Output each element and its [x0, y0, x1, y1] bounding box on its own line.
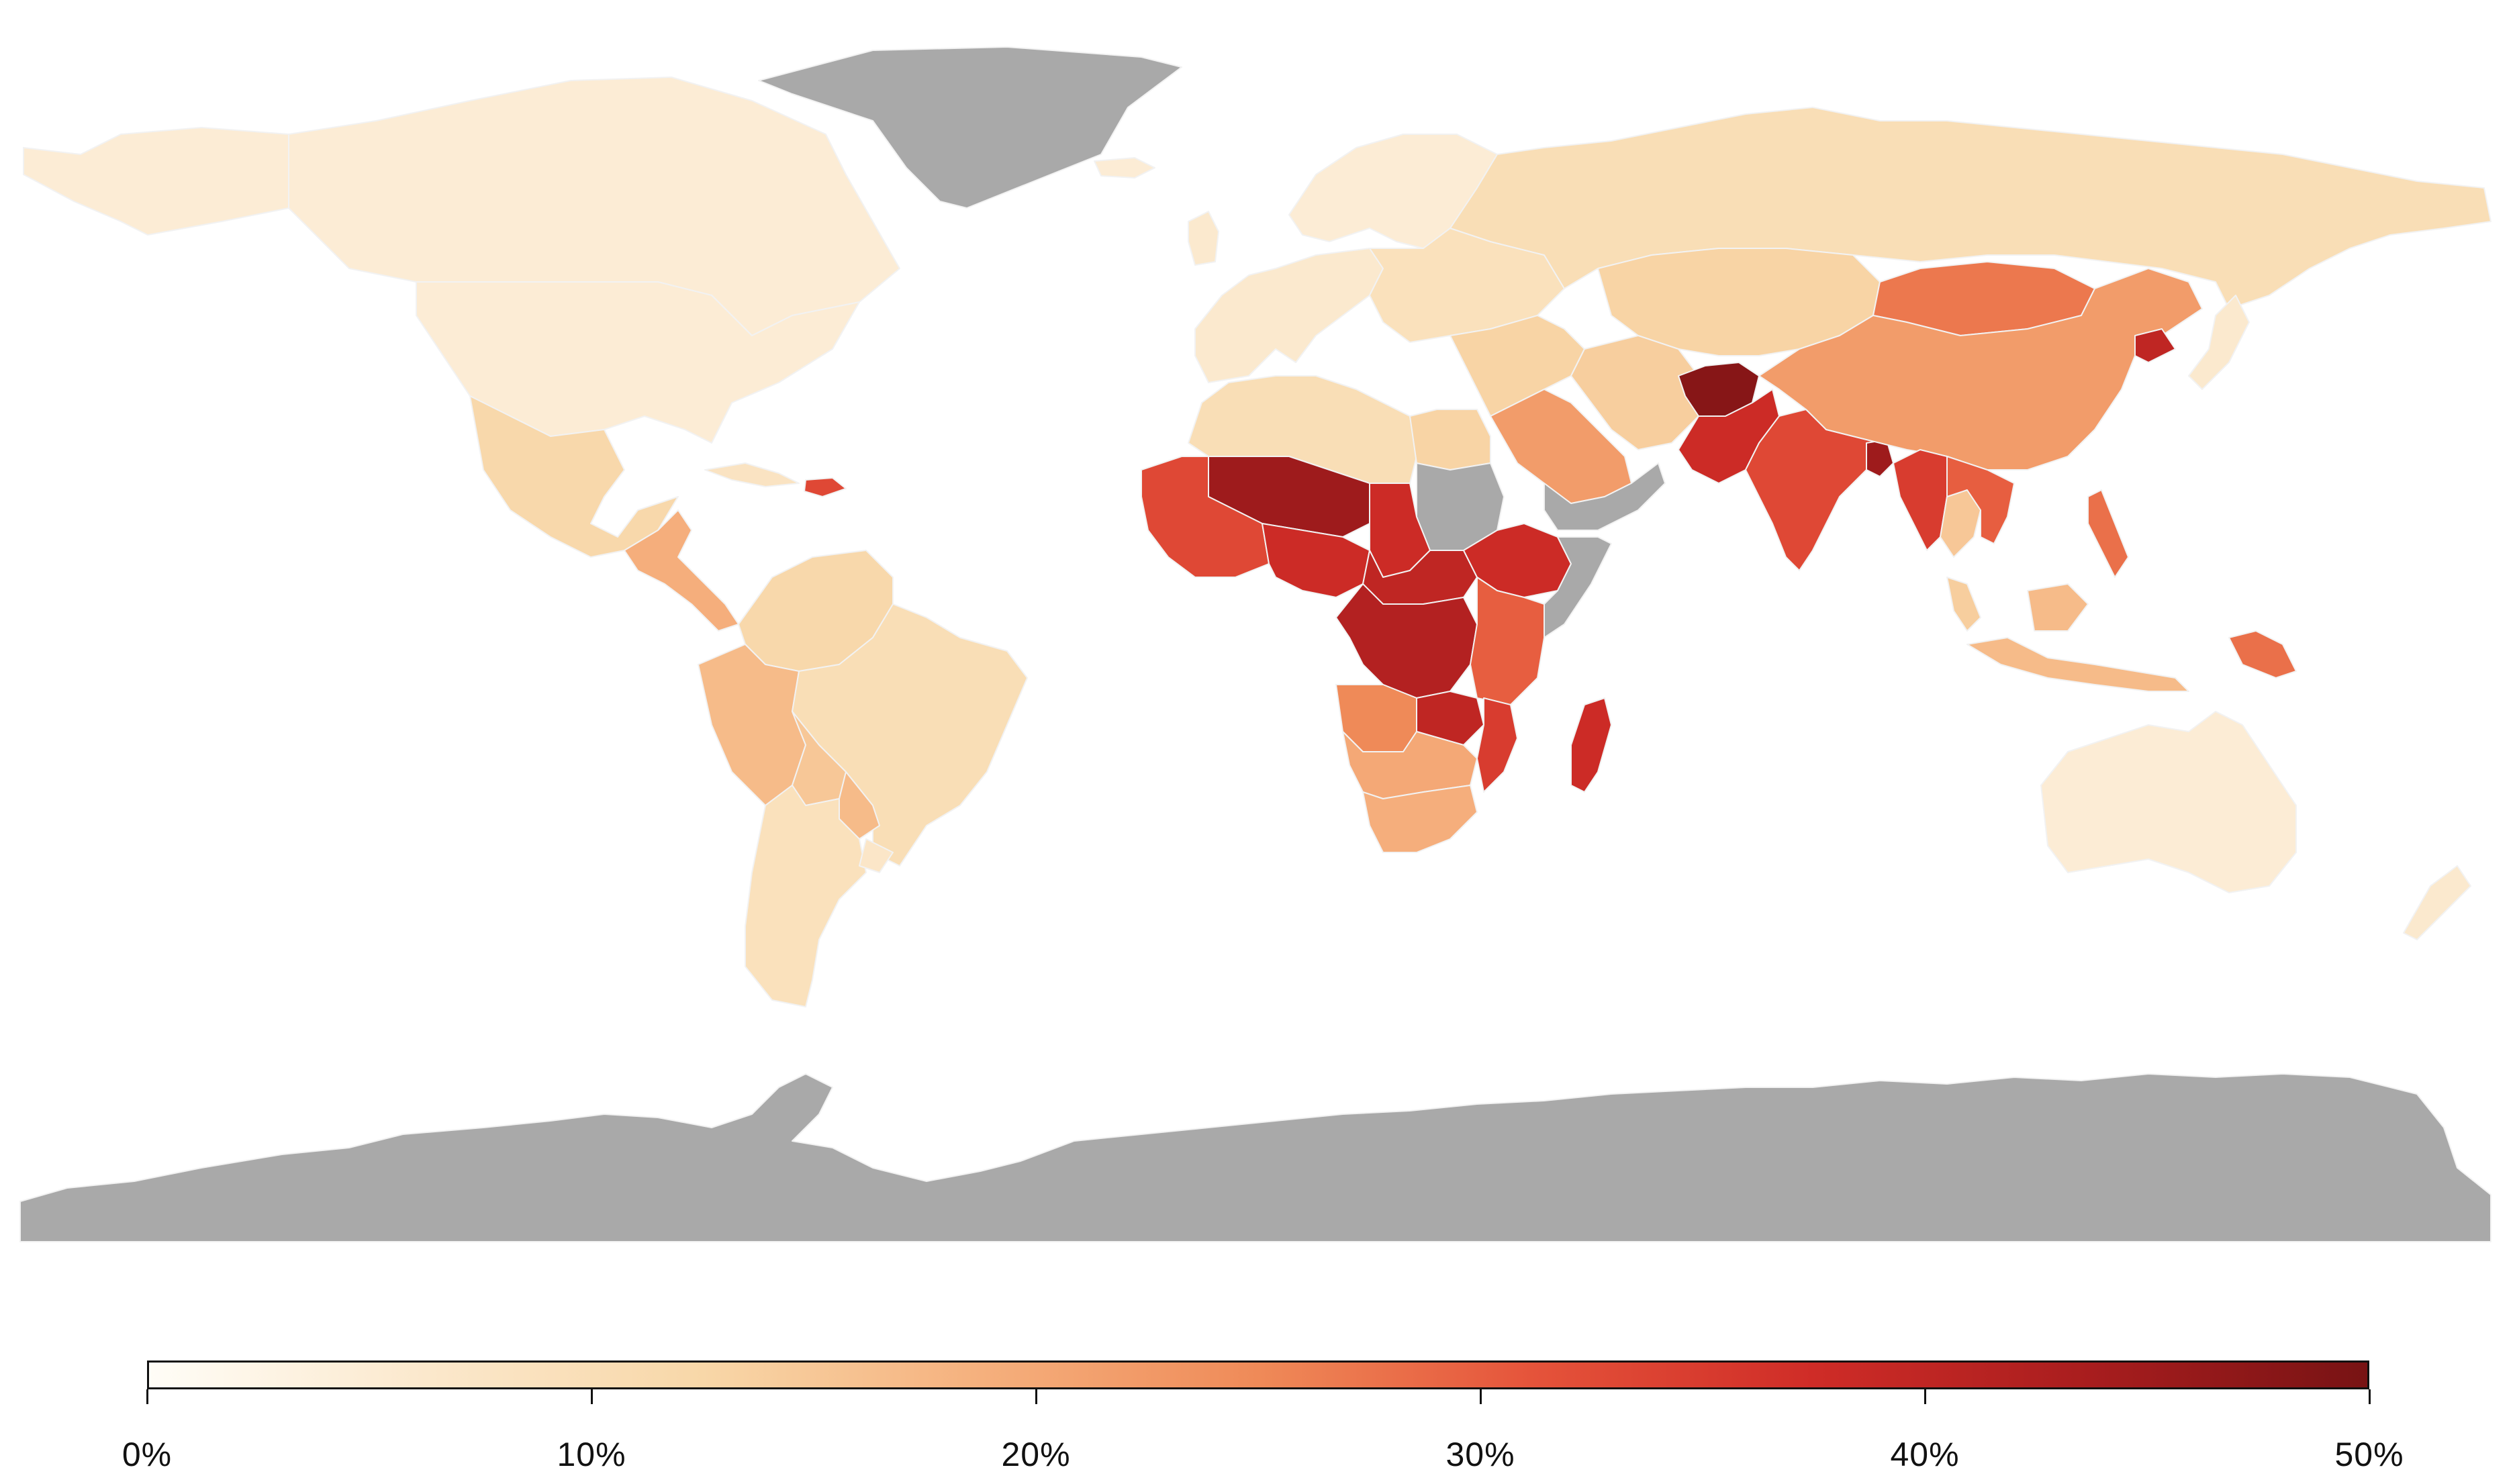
region-turkey-middle-east — [1450, 315, 1585, 417]
region-antarctica — [19, 1073, 2492, 1242]
region-uruguay — [859, 838, 894, 873]
region-south-africa — [1362, 785, 1478, 853]
region-madagascar — [1570, 697, 1612, 793]
region-ethiopia — [1463, 523, 1572, 598]
legend-tick-mark — [1035, 1389, 1037, 1404]
legend-tick-label: 40% — [1890, 1436, 1960, 1473]
region-namibia-botswana — [1342, 731, 1478, 799]
region-nigeria — [1262, 523, 1370, 598]
region-new-zealand — [2403, 865, 2471, 940]
legend-tick-label: 10% — [557, 1436, 626, 1473]
region-philippines — [2087, 489, 2129, 578]
region-yemen-oman — [1544, 462, 1666, 531]
legend-tick-label: 0% — [122, 1436, 173, 1473]
region-central-america — [624, 509, 739, 632]
region-iran — [1570, 335, 1699, 450]
legend-tick-mark — [590, 1389, 593, 1404]
region-mexico — [469, 395, 679, 558]
region-malaysia — [1946, 577, 1981, 632]
region-somalia — [1544, 536, 1612, 638]
legend-tick-mark — [146, 1389, 148, 1404]
legend-tick-label: 30% — [1445, 1436, 1515, 1473]
region-cuba — [704, 462, 800, 487]
region-korea-north — [2134, 328, 2176, 363]
region-western-europe — [1194, 248, 1384, 383]
region-myanmar — [1893, 449, 1948, 551]
region-australia — [2040, 711, 2297, 893]
legend-tick-mark — [1924, 1389, 1926, 1404]
region-haiti — [804, 477, 847, 497]
region-kenya-tanzania — [1470, 577, 1545, 705]
region-indonesia — [1966, 583, 2189, 692]
legend-tick-label: 50% — [2334, 1436, 2404, 1473]
legend-tick-mark — [1479, 1389, 1482, 1404]
region-greenland — [758, 46, 1182, 209]
region-argentina-chile — [745, 785, 867, 1007]
legend-tick-label: 20% — [1001, 1436, 1071, 1473]
map-canvas — [19, 46, 2492, 1242]
region-japan — [2188, 295, 2250, 390]
region-alaska — [23, 127, 289, 236]
legend-tick-mark — [2368, 1389, 2371, 1404]
region-uk — [1188, 211, 1219, 266]
legend-gradient-bar — [147, 1361, 2369, 1389]
region-egypt — [1409, 409, 1491, 471]
region-mozambique — [1476, 697, 1518, 793]
region-vietnam-laos — [1946, 456, 2015, 544]
color-legend — [0, 1336, 2515, 1484]
region-saudi-arabia — [1490, 389, 1632, 504]
region-india — [1745, 409, 1881, 571]
world-choropleth-map — [19, 46, 2492, 1242]
region-iceland — [1094, 157, 1155, 179]
region-papua-new-guinea — [2228, 630, 2297, 679]
